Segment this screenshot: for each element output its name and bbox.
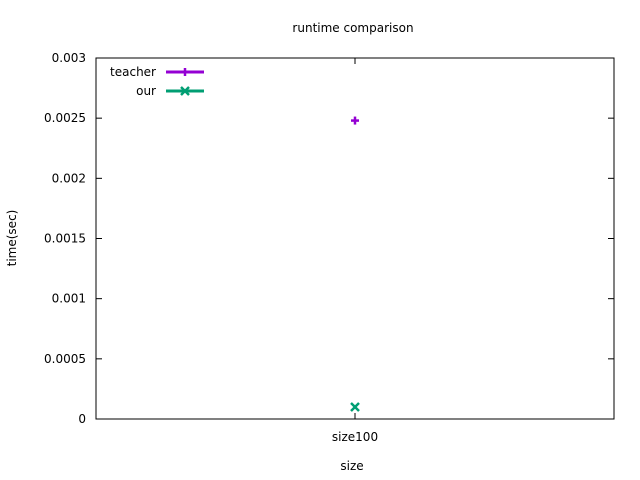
x-axis-label: size [340, 459, 363, 473]
y-tick-label: 0 [78, 412, 86, 426]
legend: teacher our [110, 65, 204, 98]
y-tick-label: 0.003 [52, 51, 86, 65]
legend-label-teacher: teacher [110, 65, 156, 79]
chart-title: runtime comparison [292, 21, 413, 35]
legend-marker-teacher [181, 68, 189, 76]
data-points [350, 116, 360, 412]
marker-stroke [350, 402, 360, 412]
y-tick-label: 0.0005 [44, 352, 86, 366]
data-point-teacher [351, 116, 359, 125]
y-tick-label: 0.002 [52, 171, 86, 185]
y-axis-label: time(sec) [5, 210, 19, 267]
marker-stroke [180, 86, 190, 96]
y-tick-label: 0.001 [52, 292, 86, 306]
y-tick-label: 0.0025 [44, 111, 86, 125]
data-point-our [350, 402, 360, 412]
y-axis: 0 0.0005 0.001 0.0015 0.002 0.0025 0.003 [44, 51, 614, 426]
x-axis: size100 [332, 58, 378, 444]
legend-marker-our [180, 86, 190, 96]
legend-label-our: our [136, 84, 156, 98]
y-tick-label: 0.0015 [44, 232, 86, 246]
x-tick-label: size100 [332, 430, 378, 444]
